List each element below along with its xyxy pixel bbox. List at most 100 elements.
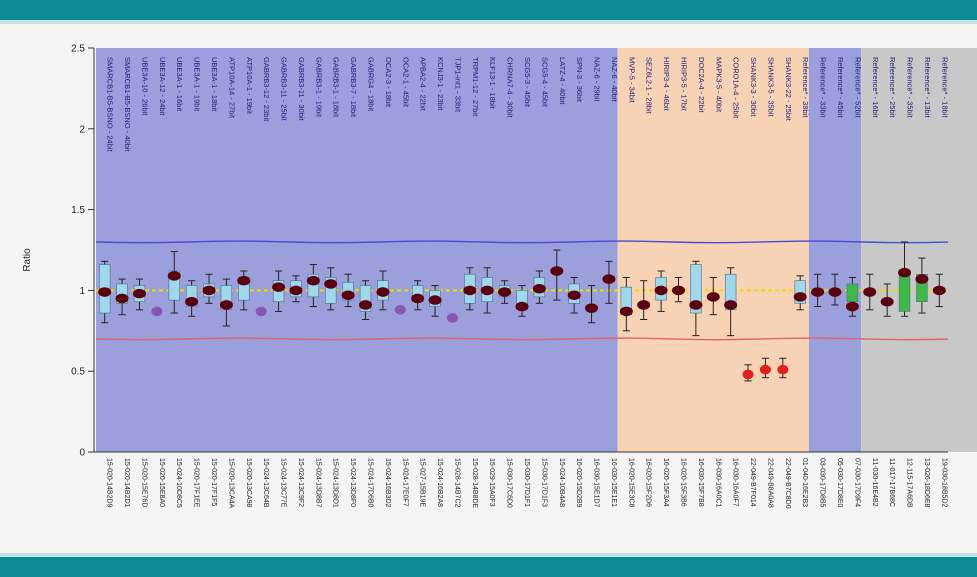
sample-name-label: SMARCB1-B5-BSNO - 40bit <box>123 57 132 153</box>
ratio-point <box>98 287 112 297</box>
bottom-decorative-band <box>0 557 977 577</box>
sample-name-label: GABRB3-11 - 25bit <box>280 57 289 122</box>
sample-name-label: Reference* - 45bit <box>836 57 845 118</box>
y-tick-label: 1.5 <box>71 205 85 216</box>
ratio-point <box>394 304 406 315</box>
sample-box-46 <box>898 241 912 317</box>
sample-name-label: GABRB3-1 - 19bit <box>314 57 323 118</box>
ratio-point <box>255 306 267 317</box>
ratio-point <box>376 287 390 297</box>
sample-box-4 <box>167 251 181 314</box>
iqr-box <box>690 264 702 314</box>
upper-threshold-line <box>95 240 949 244</box>
sample-id-label: 16-020-15E3C8 <box>627 458 634 508</box>
sample-name-label: Reference* - 35bit <box>906 57 915 118</box>
sample-box-2 <box>132 278 146 311</box>
sample-name-label: TRPM1-12 - 27bit <box>471 57 480 117</box>
bottom-band-highlight <box>0 553 977 557</box>
ratio-point <box>915 274 929 284</box>
sample-id-label: 15-024-10B4A8 <box>558 458 565 507</box>
sample-name-label: Reference* - 13bit <box>923 57 932 118</box>
sample-name-label: SMARCB1-B5-BSNO - 24bit <box>106 57 115 153</box>
ratio-point <box>341 290 355 301</box>
sample-name-label: SHANK3-22 - 25bit <box>784 57 793 122</box>
sample-box-24 <box>515 285 529 317</box>
sample-id-label: 15-020-15E76D <box>140 458 147 507</box>
sample-box-21 <box>463 267 477 311</box>
ratio-point <box>219 300 233 310</box>
sample-name-label: SPN-3 - 36bit <box>575 57 584 103</box>
sample-box-42 <box>828 273 842 306</box>
sample-box-6 <box>202 273 216 304</box>
sample-id-label: 15-027-15B19E <box>419 458 426 507</box>
iqr-box <box>359 285 372 312</box>
sample-box-39 <box>777 357 789 379</box>
box-series <box>98 241 946 382</box>
sample-name-label: ATP10A-1 - 19bit <box>245 57 254 115</box>
ratio-point <box>932 285 946 296</box>
sample-name-label: GABRB3-1 - 18bit <box>332 57 341 118</box>
sample-id-label: 15-024-13C77E <box>280 458 287 508</box>
sample-name-label: CHRNA7-4 - 30bit <box>506 57 515 118</box>
y-axis: 0 0.5 1 1.5 2 2.5 <box>71 44 948 459</box>
region-gray <box>861 48 977 452</box>
ratio-point <box>428 295 442 305</box>
ratio-point <box>411 293 425 304</box>
sample-id-label: 15-030-17D1F1 <box>523 458 530 507</box>
ratio-point <box>237 275 251 286</box>
sample-id-label: 16-020-15F3A4 <box>662 458 669 507</box>
iqr-box <box>185 285 198 307</box>
sample-name-label: SCG5-4 - 45bit <box>540 57 549 108</box>
ratio-point <box>480 285 494 296</box>
ratio-point <box>515 301 529 312</box>
sample-box-19 <box>428 285 442 317</box>
sample-id-label: 15-024-13D8B7 <box>314 458 321 508</box>
sample-name-label: GABRB3-12 - 23bit <box>262 57 271 122</box>
sample-name-label: SHANK3-3 - 30bit <box>749 57 758 118</box>
sample-box-48 <box>932 273 946 308</box>
sample-name-label: UBE3A-1 - 19bit <box>193 57 202 112</box>
sample-name-label: UBE3A-1 - 18bit <box>210 57 219 112</box>
sample-id-label: 16-030-16A0F7 <box>732 458 739 507</box>
sample-box-32 <box>654 270 668 312</box>
ratio-point <box>463 285 477 296</box>
sample-id-label: 12-115-17A6DB <box>906 458 913 508</box>
ratio-point <box>742 369 754 380</box>
sample-box-35 <box>706 276 720 316</box>
iqr-box <box>794 280 806 304</box>
sample-id-label: 15-024-10D8C5 <box>175 458 182 508</box>
sample-id-label: 07-030-17D9F4 <box>853 458 860 507</box>
ratio-point <box>132 288 146 299</box>
ratio-point <box>671 285 685 296</box>
sample-id-label: 22-049-B7C8D0 <box>784 458 791 509</box>
sample-name-label: HIRIP3-4 - 46bit <box>662 57 671 112</box>
lower-threshold-line <box>95 337 949 341</box>
sample-name-label: ATP10A-14 - 27bit <box>227 57 236 119</box>
sample-box-10 <box>272 270 286 312</box>
sample-name-label: SCG5-3 - 45bit <box>523 57 532 108</box>
sample-id-label: 15-030-17D1F3 <box>540 458 547 507</box>
sample-name-label: Reference* - 18bit <box>940 57 949 118</box>
iqr-box <box>168 270 180 301</box>
sample-box-1 <box>115 278 129 316</box>
sample-name-label: GABRB3-7 - 18bit <box>349 57 358 118</box>
ratio-point <box>185 296 199 307</box>
sample-id-label: 15-029-15A0F3 <box>488 458 495 507</box>
sample-id-label: 15-020-14B2D9 <box>106 458 113 508</box>
ratio-point <box>306 275 320 286</box>
sample-box-45 <box>880 283 894 317</box>
sample-id-label: 15-024-17E0F7 <box>401 458 408 507</box>
iqr-box <box>307 273 320 298</box>
sample-box-7 <box>219 278 233 327</box>
sample-box-14 <box>341 273 355 308</box>
sample-name-label: SEZ6L2-1 - 28bit <box>645 57 654 115</box>
sample-name-label: Reference* - 16bit <box>871 57 880 118</box>
ratio-point <box>167 271 181 281</box>
sample-box-12 <box>306 264 320 308</box>
sample-id-label: 22-049-B8A0A8 <box>766 458 773 508</box>
sample-id-label: 16-020-15F3B6 <box>679 458 686 507</box>
sample-box-37 <box>742 364 754 382</box>
sample-name-label: UBE3A-1 - 16bit <box>175 57 184 112</box>
ratio-point <box>828 287 842 297</box>
ratio-point <box>532 283 546 294</box>
